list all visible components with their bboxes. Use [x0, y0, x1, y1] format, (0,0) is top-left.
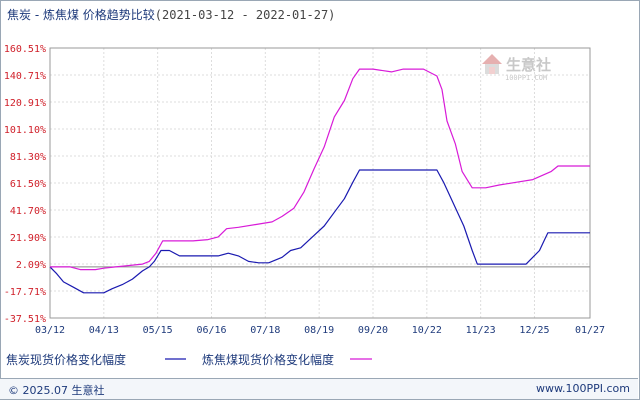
y-tick-label: 61.50%: [10, 179, 46, 190]
y-tick-label: 120.91%: [4, 98, 46, 109]
watermark: 生意社 100PPI.COM: [482, 54, 551, 82]
x-tick-label: 01/27: [575, 325, 605, 336]
y-tick-label: 160.51%: [4, 44, 46, 55]
x-tick-label: 04/13: [89, 325, 119, 336]
series-line-1: [49, 169, 590, 294]
house-icon: [482, 54, 502, 74]
watermark-sub: 100PPI.COM: [505, 74, 547, 82]
x-tick-label: 03/12: [35, 325, 65, 336]
series-line-2: [50, 68, 590, 271]
x-tick-label: 05/15: [143, 325, 173, 336]
x-axis-labels: 03/12 04/13 05/15 06/16 07/18 08/19 09/20 10/22…: [35, 325, 605, 336]
chart-svg: 生意社 100PPI.COM 160.51% 140.71% 120.91% 101.…: [4, 44, 605, 367]
y-tick-label: 81.30%: [10, 152, 46, 163]
title-product: 焦炭 - 炼焦煤 价格趋势比较: [7, 8, 155, 22]
y-tick-label: 140.71%: [4, 71, 46, 82]
legend-label-1: 焦炭现货价格变化幅度: [6, 352, 126, 367]
y-tick-label: 101.10%: [4, 125, 46, 136]
x-tick-label: 06/16: [196, 325, 226, 336]
plot-border: [49, 47, 591, 319]
axes: [49, 47, 591, 319]
y-tick-label: 2.09%: [16, 260, 46, 271]
x-tick-label: 11/23: [466, 325, 496, 336]
y-axis-labels: 160.51% 140.71% 120.91% 101.10% 81.30% 61.50%…: [4, 44, 46, 325]
chart-title: 焦炭 - 炼焦煤 价格趋势比较(2021-03-12 - 2022-01-27): [7, 6, 335, 23]
footer-site-link[interactable]: www.100PPI.com: [536, 382, 630, 395]
watermark-text: 生意社: [506, 56, 551, 74]
legend-label-2: 炼焦煤现货价格变化幅度: [202, 352, 334, 367]
footer-copyright: © 2025.07 生意社: [8, 384, 105, 397]
series-lines: [49, 68, 590, 294]
x-tick-label: 09/20: [358, 325, 388, 336]
legend: 焦炭现货价格变化幅度 炼焦煤现货价格变化幅度: [6, 352, 372, 367]
x-tick-label: 08/19: [304, 325, 334, 336]
footer: © 2025.07 生意社 www.100PPI.com: [0, 378, 638, 399]
x-tick-label: 07/18: [250, 325, 280, 336]
x-tick-label: 10/22: [412, 325, 442, 336]
y-tick-label: 41.70%: [10, 206, 46, 217]
y-tick-label: 21.90%: [10, 233, 46, 244]
y-tick-label: -37.51%: [4, 314, 46, 325]
y-tick-label: -17.71%: [4, 287, 46, 298]
x-tick-label: 12/25: [519, 325, 549, 336]
title-date-range: (2021-03-12 - 2022-01-27): [154, 8, 336, 22]
